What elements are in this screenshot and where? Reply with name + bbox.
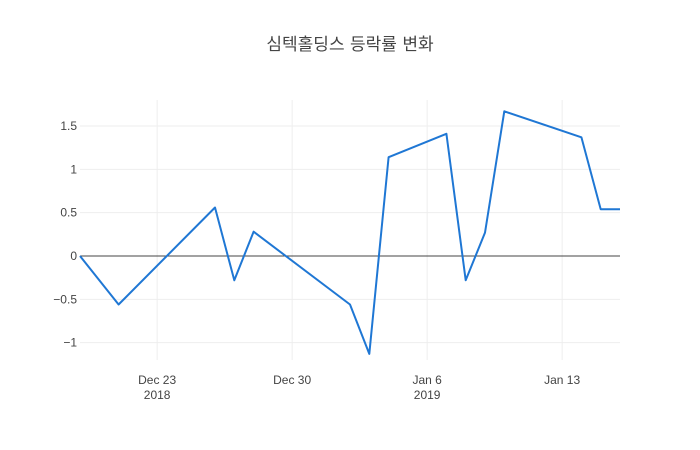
y-tick-label: 0 (70, 249, 77, 263)
y-tick-label: 1 (70, 162, 77, 176)
x-tick-label: Jan 6 (412, 373, 442, 387)
y-tick-label: 1.5 (60, 119, 77, 133)
chart-title: 심텍홀딩스 등락률 변화 (266, 35, 434, 55)
y-axis-ticks: 1.5 1 0.5 0 −0.5 −1 (53, 119, 77, 350)
x-tick-label: Jan 13 (544, 373, 580, 387)
x-tick-year-label: 2018 (144, 388, 171, 402)
x-tick-year-label: 2019 (414, 388, 441, 402)
grid-lines (80, 100, 620, 360)
x-tick-label: Dec 23 (138, 373, 176, 387)
series-layer (79, 110, 620, 355)
series-line (79, 110, 620, 355)
y-tick-label: −0.5 (53, 292, 77, 306)
y-tick-label: −1 (63, 336, 77, 350)
y-tick-label: 0.5 (60, 206, 77, 220)
x-tick-label: Dec 30 (273, 373, 311, 387)
